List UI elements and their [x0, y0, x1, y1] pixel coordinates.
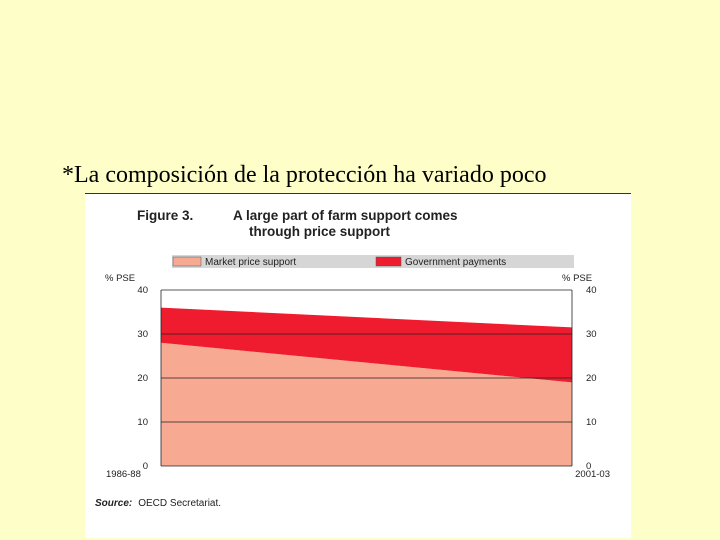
y-tick-right-30: 30 [586, 329, 597, 340]
legend-swatch-government-payments [375, 256, 402, 267]
x-tick-1: 2001-03 [575, 469, 610, 480]
y-tick-right-20: 20 [586, 373, 597, 384]
y-axis-label-left: % PSE [105, 273, 135, 284]
y-tick-left-30: 30 [137, 329, 148, 340]
figure-panel: Figure 3. A large part of farm support co… [85, 193, 631, 538]
figure-title: Figure 3. A large part of farm support co… [137, 208, 458, 240]
area-chart: Market price support Government payments… [95, 255, 610, 509]
y-axis-label-right: % PSE [562, 273, 592, 284]
y-tick-left-40: 40 [137, 285, 148, 296]
figure-title-line1: A large part of farm support comes [233, 208, 458, 223]
x-tick-0: 1986-88 [106, 469, 141, 480]
y-tick-left-20: 20 [137, 373, 148, 384]
source-text: OECD Secretariat. [138, 498, 221, 509]
legend-label-market-price-support: Market price support [205, 257, 296, 268]
figure-label: Figure 3. [137, 208, 194, 223]
area-government-payments [161, 307, 572, 383]
y-tick-left-0: 0 [143, 461, 148, 472]
figure-title-line2: through price support [249, 224, 390, 239]
source-label: Source: [95, 498, 132, 509]
slide-title: *La composición de la protección ha vari… [62, 162, 547, 188]
area-market-price-support [161, 342, 572, 466]
legend-bar [172, 255, 574, 268]
y-tick-left-10: 10 [137, 417, 148, 428]
y-tick-right-40: 40 [586, 285, 597, 296]
source-note: Source: OECD Secretariat. [95, 498, 221, 509]
y-tick-right-10: 10 [586, 417, 597, 428]
y-tick-right-0: 0 [586, 461, 591, 472]
legend-label-government-payments: Government payments [405, 257, 506, 268]
legend-swatch-market-price-support [172, 256, 202, 267]
